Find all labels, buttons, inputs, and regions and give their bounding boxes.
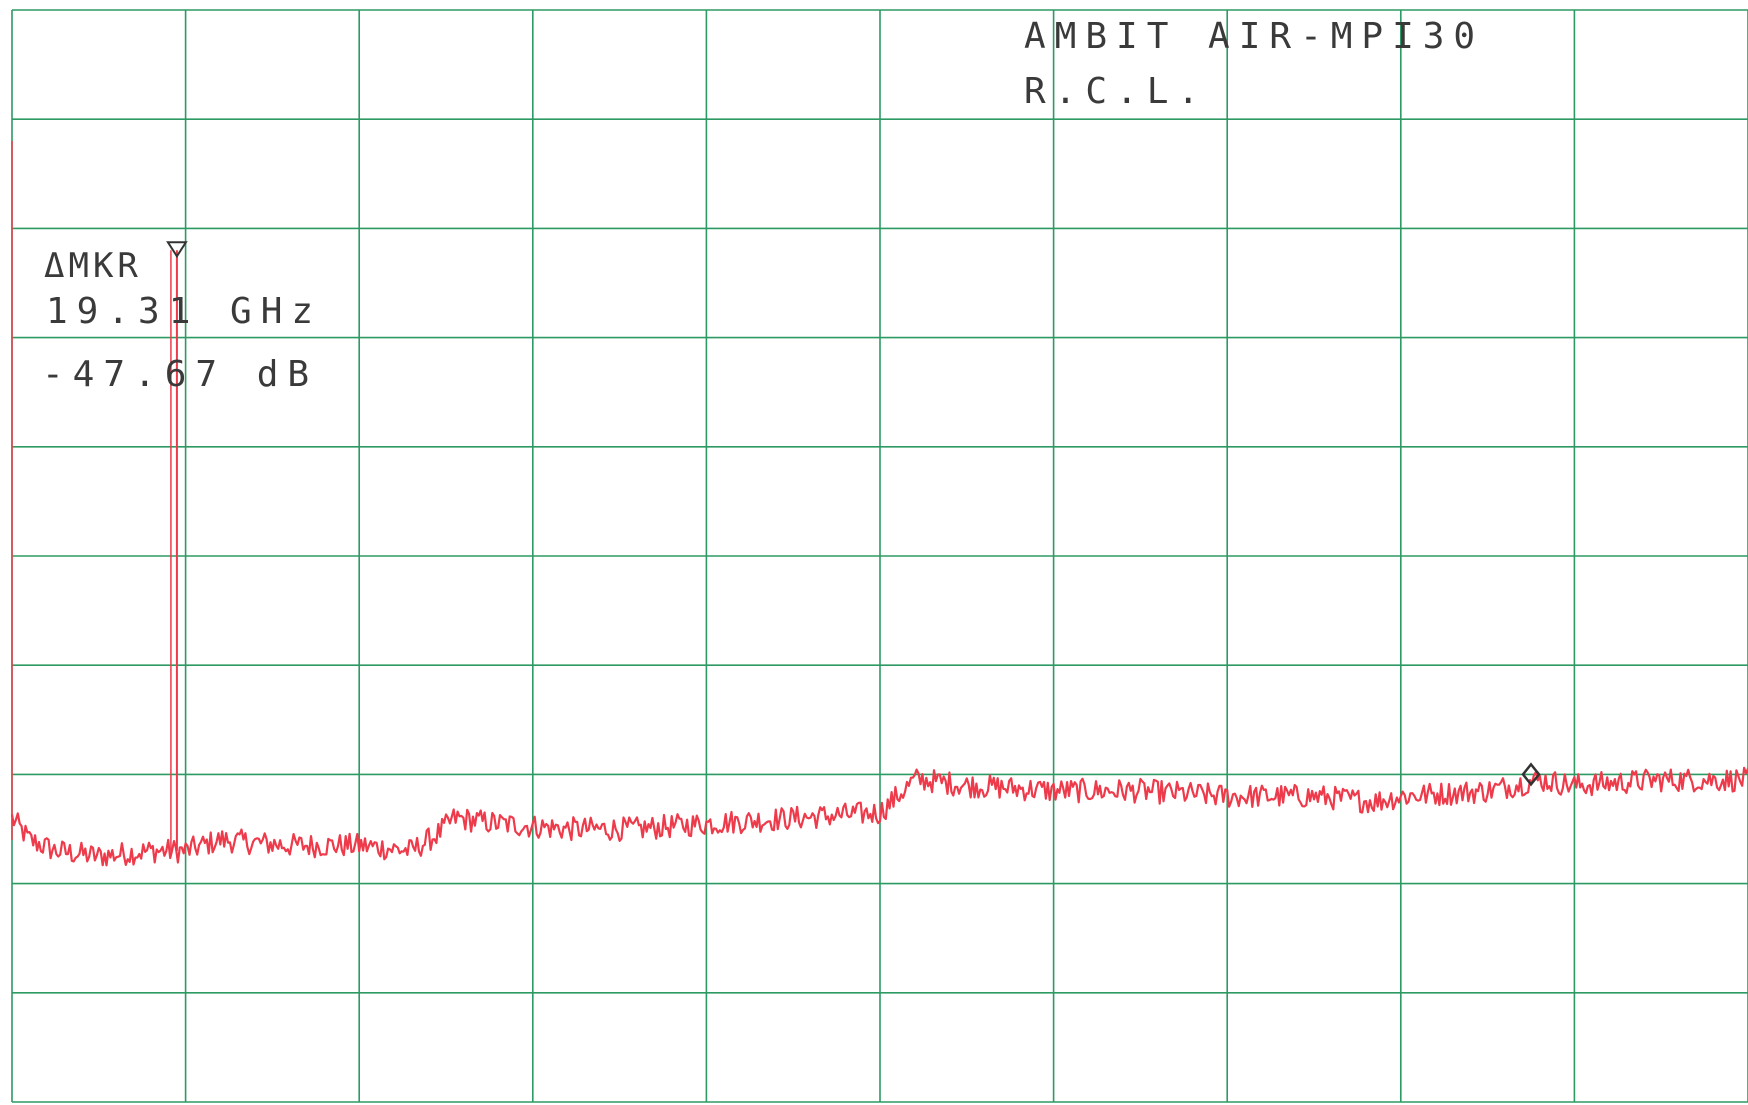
graticule — [11, 9, 1748, 1103]
trace-group — [10, 250, 1748, 867]
header-subtitle: R.C.L. — [1024, 71, 1208, 112]
spectrum-trace — [10, 766, 1748, 867]
delta-marker-diamond-icon — [1521, 762, 1541, 787]
marker-readout-level: -47.67 dB — [42, 354, 318, 395]
header-title: AMBIT AIR-MPI30 — [1024, 16, 1484, 57]
markers — [166, 241, 1541, 787]
marker-readout-frequency: 19.31 GHz — [46, 291, 322, 332]
reference-marker-triangle-icon — [166, 241, 188, 259]
marker-readout-label: ΔMKR — [44, 246, 142, 286]
